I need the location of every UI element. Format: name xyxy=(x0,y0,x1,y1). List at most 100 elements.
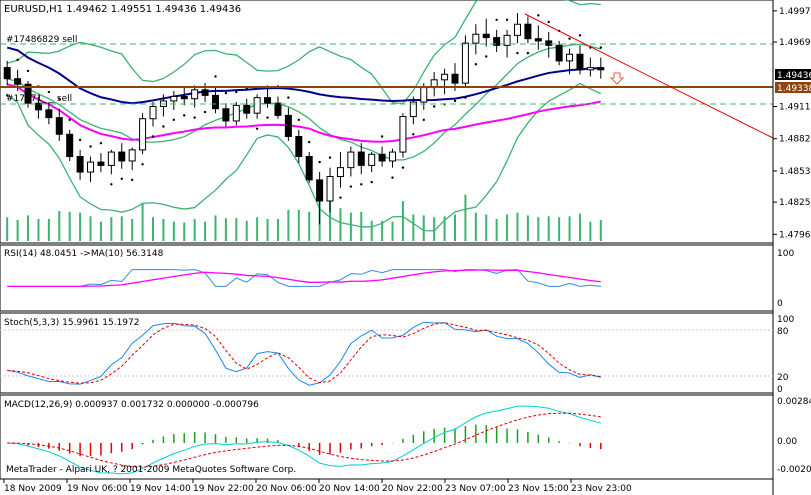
candle-bear[interactable] xyxy=(211,94,219,110)
candle-bull[interactable] xyxy=(461,42,469,84)
volume-bar xyxy=(172,221,175,241)
price-tick-label: 1.49110 xyxy=(779,102,811,112)
candle-bull[interactable] xyxy=(232,104,240,122)
candle-bear[interactable] xyxy=(316,179,324,202)
candle-bull[interactable] xyxy=(107,151,115,166)
sar-dot xyxy=(547,20,550,24)
candle-bull[interactable] xyxy=(253,97,261,114)
sar-dot xyxy=(255,127,259,130)
candle-bull[interactable] xyxy=(87,161,95,173)
sar-dot xyxy=(380,135,384,138)
candle-bear[interactable] xyxy=(284,114,292,138)
candle-bear[interactable] xyxy=(597,67,605,71)
volume-bar xyxy=(183,222,186,241)
macd-signal-line xyxy=(7,412,601,468)
candle-bull[interactable] xyxy=(586,67,594,71)
volume-bar xyxy=(537,217,540,241)
price-tick-label: 1.47960 xyxy=(779,230,811,240)
stoch-main-line xyxy=(7,321,601,386)
candle-bull[interactable] xyxy=(347,151,355,169)
volume-bar xyxy=(256,217,259,241)
rsi-lines xyxy=(7,269,601,288)
candle-bear[interactable] xyxy=(34,102,42,111)
candle-bear[interactable] xyxy=(24,83,32,104)
candle-bull[interactable] xyxy=(409,101,417,117)
candle-bear[interactable] xyxy=(222,108,230,122)
price-tick-label: 1.48530 xyxy=(779,167,811,177)
candle-bull[interactable] xyxy=(399,115,407,153)
sar-dot xyxy=(16,58,19,62)
volume-bar xyxy=(443,216,446,241)
candle-bear[interactable] xyxy=(274,102,282,116)
sar-dot xyxy=(120,177,123,180)
candle-bear[interactable] xyxy=(451,73,459,84)
trendline[interactable] xyxy=(524,13,774,139)
sar-dot xyxy=(474,63,478,66)
macd-pane[interactable]: MACD(12,26,9) 0.000937 0.001732 0.000000… xyxy=(0,394,811,480)
candle-bear[interactable] xyxy=(97,161,105,166)
candle-bear[interactable] xyxy=(555,44,563,62)
candle-bull[interactable] xyxy=(389,151,397,162)
candle-bull[interactable] xyxy=(191,89,199,100)
candle-bear[interactable] xyxy=(3,67,11,80)
candle-bear[interactable] xyxy=(201,89,209,96)
volume-bar xyxy=(349,212,352,241)
candle-bull[interactable] xyxy=(128,149,136,162)
macd-pane-border xyxy=(0,394,774,480)
candlesticks[interactable] xyxy=(3,13,605,225)
candle-bear[interactable] xyxy=(180,95,188,100)
volume-bar xyxy=(79,212,82,241)
sar-dot xyxy=(297,118,300,122)
volume-bar xyxy=(297,210,300,241)
candle-bear[interactable] xyxy=(378,153,386,162)
time-tick-label: 23 Nov 15:00 xyxy=(508,484,569,494)
candle-bear[interactable] xyxy=(76,156,84,173)
candle-bear[interactable] xyxy=(545,40,553,46)
candle-bull[interactable] xyxy=(368,153,376,166)
candle-bear[interactable] xyxy=(357,151,365,166)
candle-bear[interactable] xyxy=(45,109,53,119)
candle-bear[interactable] xyxy=(66,133,74,158)
sar-dot xyxy=(6,94,9,97)
time-tick-label: 20 Nov 14:00 xyxy=(319,484,380,494)
candle-bull[interactable] xyxy=(420,87,428,103)
candle-bull[interactable] xyxy=(149,105,157,120)
rsi-pane[interactable]: RSI(14) 48.0451 ->MA(10) 56.3148 100 0 xyxy=(0,244,794,312)
candle-bear[interactable] xyxy=(264,97,272,104)
candle-bear[interactable] xyxy=(482,33,490,39)
candle-bear[interactable] xyxy=(493,37,501,46)
sar-dot xyxy=(516,51,519,55)
candle-bull[interactable] xyxy=(139,118,147,151)
candle-bear[interactable] xyxy=(118,151,126,162)
candle-bull[interactable] xyxy=(326,176,334,202)
volume-bar xyxy=(464,194,467,241)
candle-bear[interactable] xyxy=(534,38,542,42)
candle-bear[interactable] xyxy=(243,104,251,114)
candle-bear[interactable] xyxy=(295,136,303,158)
rsi-title: RSI(14) 48.0451 ->MA(10) 56.3148 xyxy=(4,249,164,259)
candle-bear[interactable] xyxy=(576,53,584,71)
main-pane[interactable]: EURUSD,H1 1.49462 1.49551 1.49436 1.4943… xyxy=(0,0,774,244)
volume-bar xyxy=(120,216,123,241)
candle-bull[interactable] xyxy=(513,23,521,36)
candle-bear[interactable] xyxy=(14,78,22,85)
candle-bull[interactable] xyxy=(472,33,480,44)
candle-bull[interactable] xyxy=(566,53,574,62)
volume-bar xyxy=(433,217,436,241)
time-tick-label: 23 Nov 23:00 xyxy=(571,484,632,494)
main-title: EURUSD,H1 1.49462 1.49551 1.49436 1.4943… xyxy=(4,4,241,15)
candle-bull[interactable] xyxy=(336,167,344,178)
price-labels: 1.49970 1.49690 1.49110 1.48820 1.48530 1.482… xyxy=(773,7,811,240)
candle-bull[interactable] xyxy=(441,73,449,81)
candle-bull[interactable] xyxy=(503,34,511,46)
sar-dot xyxy=(183,114,186,117)
candle-bear[interactable] xyxy=(524,23,532,40)
volume-bar xyxy=(578,213,581,241)
candle-bear[interactable] xyxy=(305,156,313,181)
candle-bull[interactable] xyxy=(170,95,178,102)
stochastic-pane[interactable]: Stoch(5,3,3) 15.9961 15.1972 100 80 20 0 xyxy=(0,312,794,395)
sar-dot xyxy=(99,141,103,145)
candle-bear[interactable] xyxy=(55,117,63,135)
bollinger-upper xyxy=(7,0,601,105)
